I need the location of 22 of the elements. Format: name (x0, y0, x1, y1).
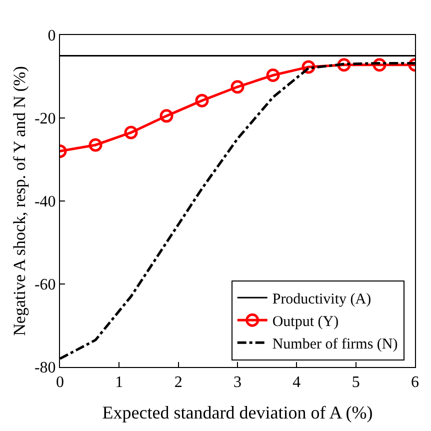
x-tick-label: 2 (174, 374, 182, 392)
y-tick-label: -40 (34, 194, 56, 211)
y-axis-title: Negative A shock, resp. of Y and N (%) (10, 66, 30, 336)
x-tick-label: 1 (115, 374, 124, 392)
y-tick-label: -20 (34, 110, 56, 128)
legend-label: Productivity (A) (272, 291, 372, 308)
x-tick-label: 5 (352, 374, 360, 392)
y-tick-label: 0 (48, 28, 56, 45)
x-tick-label: 3 (234, 374, 242, 392)
point (195, 94, 209, 108)
x-tick-label: 4 (292, 374, 301, 392)
point (160, 109, 174, 123)
y-tick-label: -60 (34, 276, 56, 294)
point (230, 80, 244, 94)
x-axis-title: Expected standard deviation of A (%) (102, 402, 373, 422)
legend-label: Number of firms (N) (272, 336, 398, 352)
point (124, 126, 138, 140)
x-tick-label: 6 (411, 374, 419, 392)
y-tick-label: -80 (34, 360, 56, 377)
legend-label: Output (Y) (272, 314, 339, 330)
point (266, 68, 280, 82)
point (88, 138, 102, 152)
